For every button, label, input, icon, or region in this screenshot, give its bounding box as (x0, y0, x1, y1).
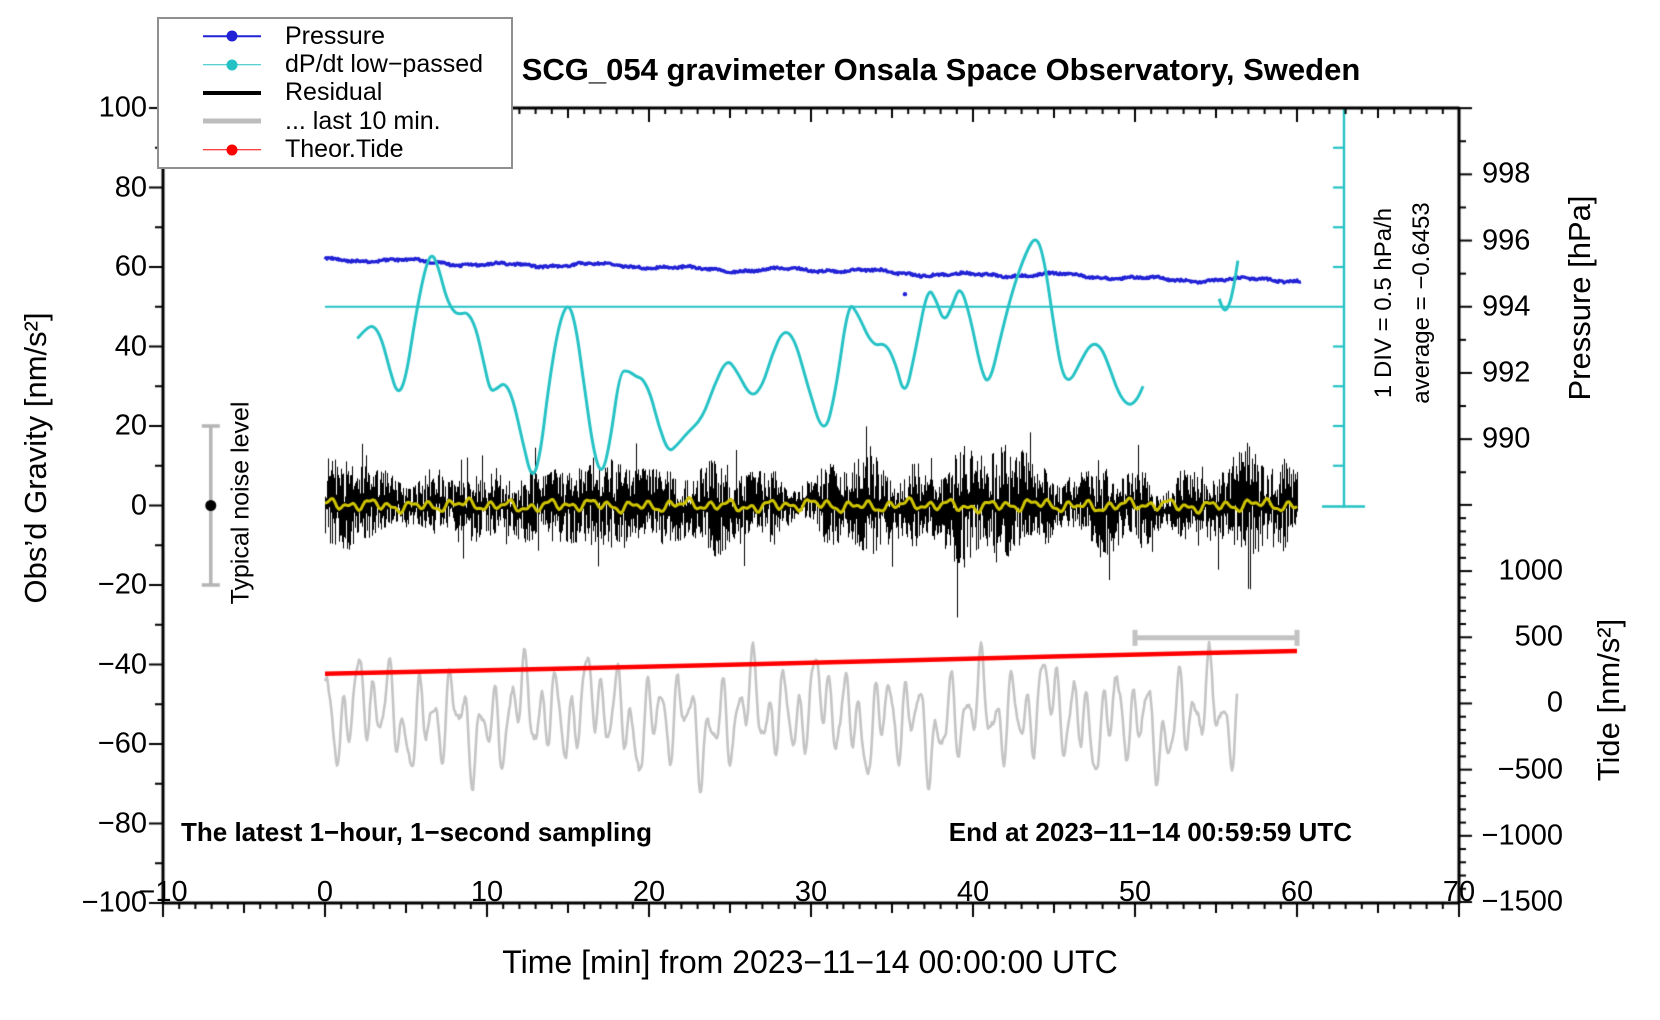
gravity-tick-label: −100 (81, 886, 147, 919)
plot-title: SCG_054 gravimeter Onsala Space Observat… (521, 52, 1361, 87)
pressure-tick-label: 998 (1482, 157, 1531, 190)
legend-item-label: ... last 10 min. (285, 106, 441, 135)
legend-item-pressure: Pressure (159, 22, 511, 50)
sampling-note: The latest 1−hour, 1−second sampling (181, 817, 653, 847)
average-label: average = −0.6453 (1408, 202, 1435, 404)
gravity-tick-label: 60 (114, 250, 147, 283)
time-tick-label: 40 (956, 876, 990, 908)
div-scale-label: 1 DIV = 0.5 hPa/h (1370, 207, 1397, 399)
time-tick-label: 70 (1442, 876, 1476, 908)
time-tick-label: 50 (1118, 876, 1152, 908)
gravity-tick-label: −40 (97, 648, 147, 680)
dpdt-line-marker-icon (203, 59, 261, 71)
time-tick-label: 10 (470, 876, 504, 908)
pressure-tick-label: 996 (1482, 224, 1531, 257)
gravity-tick-label: −60 (97, 727, 147, 760)
time-axis-label: Time [min] from 2023−11−14 00:00:00 UTC (502, 944, 1118, 980)
gravity-tick-label: 80 (114, 171, 147, 203)
gravity-tick-label: 100 (98, 91, 147, 124)
tide-tick-label: −1000 (1481, 819, 1563, 852)
time-tick-label: 20 (632, 876, 666, 908)
end-time-note: End at 2023−11−14 00:59:59 UTC (948, 817, 1352, 847)
residual-line-marker-icon (203, 87, 261, 99)
gravity-tick-label: −80 (97, 807, 147, 839)
pressure-tick-label: 990 (1482, 422, 1531, 455)
legend-item-label: Theor.Tide (285, 135, 404, 164)
tide-tick-label: 500 (1514, 620, 1563, 653)
tide-line-marker-icon (203, 144, 261, 156)
time-tick-label: −10 (138, 876, 188, 908)
legend-item-label: Pressure (285, 21, 386, 50)
legend-item-residual: Residual (159, 78, 511, 107)
tide-tick-label: −1500 (1481, 885, 1563, 918)
legend-item-dpdt: dP/dt low−passed (159, 50, 511, 79)
legend-item-label: dP/dt low−passed (285, 50, 484, 79)
last10-line-marker-icon (203, 115, 261, 127)
legend-box: Pressure dP/dt low−passed Residual... last… (157, 17, 513, 169)
pressure-tick-label: 992 (1482, 356, 1531, 389)
pressure-line-marker-icon (203, 30, 261, 42)
gravity-axis-label: Obs’d Gravity [nm/s²] (18, 312, 53, 604)
time-tick-label: 30 (794, 876, 828, 908)
tide-tick-label: 1000 (1498, 554, 1563, 587)
legend-item-last10: ... last 10 min. (159, 107, 511, 135)
gravity-tick-label: 20 (114, 409, 147, 442)
gravity-tick-label: 0 (130, 489, 147, 521)
legend-item-label: Residual (285, 78, 383, 107)
pressure-axis-label: Pressure [hPa] (1562, 195, 1597, 401)
tide-tick-label: −500 (1497, 753, 1563, 786)
gravity-tick-label: 40 (114, 330, 147, 362)
tide-tick-label: 0 (1546, 686, 1563, 719)
pressure-tick-label: 994 (1482, 290, 1531, 323)
time-tick-label: 0 (316, 876, 334, 908)
gravity-tick-label: −20 (97, 568, 147, 601)
tide-axis-label: Tide [nm/s²] (1591, 618, 1626, 782)
noise-level-label: Typical noise level (226, 401, 255, 605)
time-tick-label: 60 (1280, 876, 1314, 908)
legend-item-tide: Theor.Tide (159, 135, 511, 164)
